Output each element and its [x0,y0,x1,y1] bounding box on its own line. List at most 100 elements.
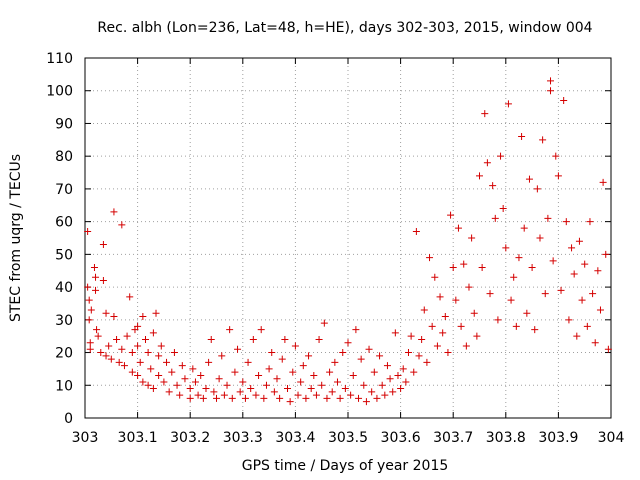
data-point [281,335,289,343]
data-point [173,381,181,389]
data-point [289,368,297,376]
data-point [102,352,110,360]
data-point [126,293,134,301]
data-point [87,306,95,314]
data-point [447,211,455,219]
data-point [470,309,478,317]
data-point [357,355,365,363]
data-point [189,365,197,373]
data-point [107,355,115,363]
data-point [123,332,131,340]
y-tick-label: 80 [55,149,73,165]
data-point [210,388,218,396]
data-points [84,77,612,406]
data-point [454,224,462,232]
data-point [149,385,157,393]
data-point [165,388,173,396]
y-tick-label: 10 [55,378,73,394]
data-point [494,316,502,324]
data-point [197,371,205,379]
data-point [370,368,378,376]
x-tick-label: 303.1 [118,430,158,446]
data-point [352,326,360,334]
data-point [344,339,352,347]
data-point [310,371,318,379]
x-tick-label: 303.4 [275,430,315,446]
data-point [128,368,136,376]
data-point [155,371,163,379]
data-point [460,260,468,268]
data-point [139,313,147,321]
data-point [602,250,610,258]
data-point [436,293,444,301]
data-point [515,254,523,262]
data-point [465,283,473,291]
data-point [355,394,363,402]
data-point [433,342,441,350]
data-point [397,385,405,393]
data-point [473,332,481,340]
data-point [404,349,412,357]
data-point [547,87,555,95]
data-point [94,332,102,340]
y-tick-label: 110 [46,51,73,67]
data-point [557,286,565,294]
data-point [181,375,189,383]
data-point [441,313,449,321]
data-point [152,309,160,317]
data-point [191,378,199,386]
data-point [457,322,465,330]
data-point [476,172,483,180]
data-point [291,342,299,350]
y-tick-label: 70 [55,182,73,198]
data-point [273,375,281,383]
data-point [85,296,93,304]
data-point [486,290,494,298]
data-point [489,182,497,190]
data-point [591,339,599,347]
data-point [402,378,410,386]
data-point [336,394,344,402]
data-point [176,391,184,399]
data-point [134,371,142,379]
data-point [110,208,118,216]
data-point [394,371,402,379]
data-point [333,378,341,386]
data-point [260,394,268,402]
data-point [596,306,604,314]
data-point [589,290,597,298]
data-point [157,342,165,350]
data-point [170,349,178,357]
data-point [155,352,163,360]
data-point [468,234,476,242]
data-point [270,388,278,396]
data-point [134,342,142,350]
x-tick-label: 303.7 [433,430,473,446]
data-point [118,221,126,229]
data-point [147,365,155,373]
grid [85,58,611,418]
data-point [249,335,257,343]
data-point [149,329,157,337]
data-point [236,388,244,396]
data-point [139,378,147,386]
data-point [255,371,263,379]
data-point [381,391,389,399]
data-point [386,375,394,383]
data-point [586,218,594,226]
y-tick-label: 100 [46,84,73,100]
data-point [97,349,105,357]
data-point [368,388,376,396]
data-point [518,133,526,141]
y-tick-label: 60 [55,215,73,231]
data-point [326,368,334,376]
data-point [431,273,439,281]
data-point [523,309,531,317]
data-point [84,227,92,235]
data-point [578,296,586,304]
data-point [478,263,486,271]
data-point [391,329,399,337]
y-tick-label: 30 [55,313,73,329]
data-point [194,391,202,399]
data-point [376,352,384,360]
